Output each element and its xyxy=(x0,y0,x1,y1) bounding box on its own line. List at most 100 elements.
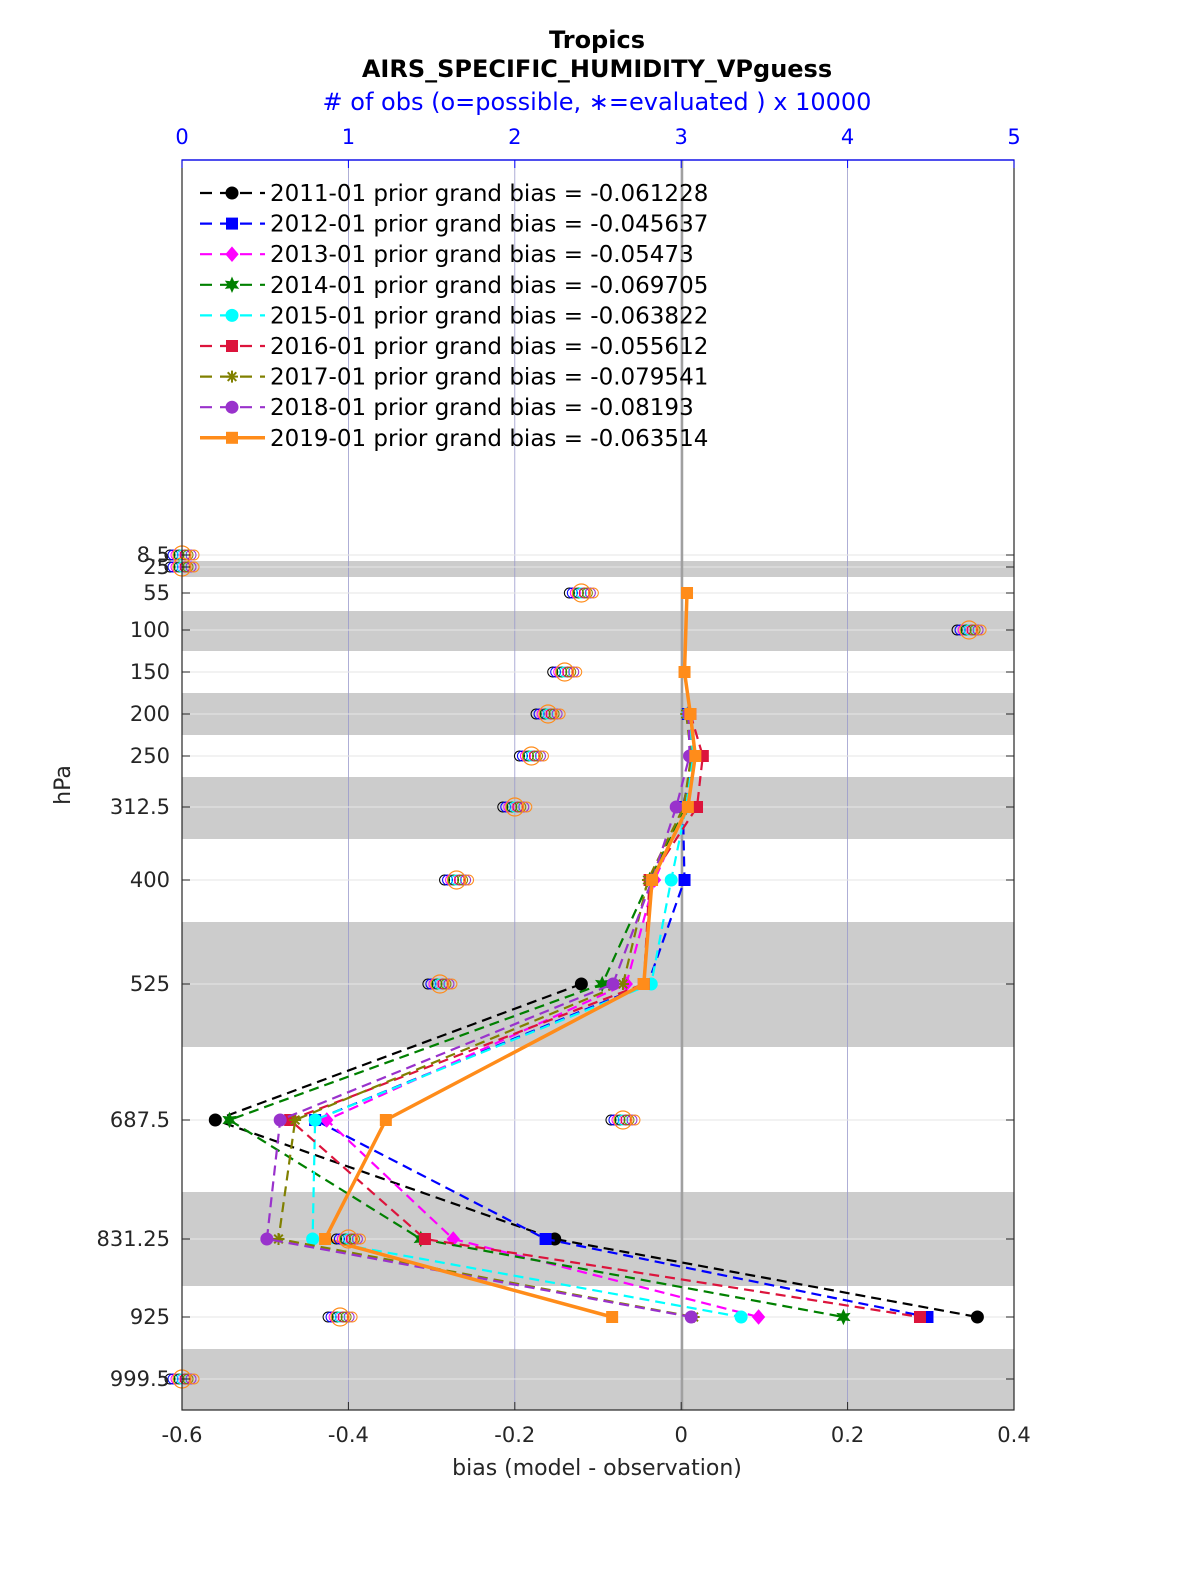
series-point xyxy=(836,1308,851,1326)
legend-marker xyxy=(226,431,238,444)
series-point xyxy=(289,1114,302,1126)
legend-marker xyxy=(226,370,238,383)
series-lines xyxy=(208,587,984,1326)
series-point xyxy=(606,1311,619,1323)
legend-entry: 2018-01 prior grand bias = -0.08193 xyxy=(200,395,694,421)
series-point xyxy=(272,1233,285,1245)
legend-label: 2013-01 prior grand bias = -0.05473 xyxy=(270,242,694,268)
legend-marker xyxy=(226,340,238,352)
series-point xyxy=(306,1232,320,1246)
chart-title: Tropics xyxy=(549,26,645,54)
y-tick-label: 100 xyxy=(130,618,170,642)
series-line xyxy=(277,713,694,1319)
legend-marker xyxy=(225,308,239,322)
legend-marker xyxy=(225,186,239,200)
y-tick-label: 55 xyxy=(143,581,170,605)
obs-count-point xyxy=(330,1229,366,1249)
series-line xyxy=(265,713,692,1319)
obs-count-point xyxy=(951,620,987,640)
legend-entry: 2019-01 prior grand bias = -0.063514 xyxy=(200,426,708,452)
obs-count-point xyxy=(547,662,583,682)
series-point xyxy=(681,801,694,813)
series-line xyxy=(322,592,698,1319)
legend-label: 2011-01 prior grand bias = -0.061228 xyxy=(270,181,708,207)
series-point xyxy=(646,874,659,886)
y-tick-label: 525 xyxy=(130,972,170,996)
y-tick-label: 200 xyxy=(130,702,170,726)
series-point xyxy=(669,800,683,814)
x-tick-label: 0 xyxy=(675,1423,688,1447)
x-tick-label: 0.4 xyxy=(997,1423,1030,1447)
legend-marker xyxy=(226,217,238,230)
legend-label: 2019-01 prior grand bias = -0.063514 xyxy=(270,426,708,452)
series-line xyxy=(212,982,978,1319)
y-axis-label: hPa xyxy=(51,765,76,805)
legend-marker xyxy=(225,246,239,262)
obs-count-point xyxy=(513,746,549,766)
series-point xyxy=(616,978,629,990)
legend-entry: 2017-01 prior grand bias = -0.079541 xyxy=(200,365,708,391)
obs-count-point xyxy=(530,704,566,724)
series-point xyxy=(574,977,588,991)
legend-entry: 2015-01 prior grand bias = -0.063822 xyxy=(200,303,708,329)
series-point xyxy=(260,1232,274,1246)
series-point xyxy=(208,1113,222,1127)
series-point xyxy=(751,1309,766,1325)
top-axis-label: # of obs (o=possible, ∗=evaluated ) x 10… xyxy=(323,88,872,116)
y-tick-label: 400 xyxy=(130,868,170,892)
legend-label: 2014-01 prior grand bias = -0.069705 xyxy=(270,273,708,299)
top-tick-label: 1 xyxy=(342,125,355,149)
top-tick-label: 3 xyxy=(675,125,688,149)
legend-marker xyxy=(225,400,239,414)
legend-label: 2018-01 prior grand bias = -0.08193 xyxy=(270,395,694,421)
series-1 xyxy=(208,977,984,1324)
y-tick-label: 312.5 xyxy=(110,795,170,819)
series-point xyxy=(273,1113,287,1127)
legend-marker xyxy=(224,276,240,294)
series-point xyxy=(678,666,691,678)
obs-count-point xyxy=(439,870,475,890)
x-tick-label: 0.2 xyxy=(831,1423,864,1447)
legend-entry: 2013-01 prior grand bias = -0.05473 xyxy=(200,242,694,268)
series-point xyxy=(684,1310,698,1324)
legend: 2011-01 prior grand bias = -0.061228 2012… xyxy=(200,181,708,452)
series-point xyxy=(606,977,620,991)
series-point xyxy=(308,1113,322,1127)
legend-entry: 2016-01 prior grand bias = -0.055612 xyxy=(200,334,708,360)
top-tick-label: 0 xyxy=(175,125,188,149)
legend-entry: 2012-01 prior grand bias = -0.045637 xyxy=(200,212,708,238)
series-point xyxy=(319,1233,332,1245)
x-tick-label: -0.4 xyxy=(328,1423,369,1447)
obs-count-point xyxy=(422,974,458,994)
legend-label: 2016-01 prior grand bias = -0.055612 xyxy=(270,334,708,360)
y-tick-label: 831.25 xyxy=(97,1227,170,1251)
x-axis-label: bias (model - observation) xyxy=(452,1456,742,1481)
series-point xyxy=(664,873,678,887)
y-tick-label: 250 xyxy=(130,744,170,768)
obs-count-point xyxy=(322,1307,358,1327)
series-9 xyxy=(319,587,702,1323)
series-point xyxy=(418,1233,431,1245)
level-band xyxy=(182,611,1014,651)
y-tick-label: 25 xyxy=(143,555,170,579)
level-band xyxy=(182,777,1014,839)
y-tick-label: 150 xyxy=(130,660,170,684)
series-point xyxy=(970,1310,984,1324)
series-point xyxy=(637,978,650,990)
obs-count-point xyxy=(563,583,599,603)
legend-label: 2017-01 prior grand bias = -0.079541 xyxy=(270,365,708,391)
legend-label: 2015-01 prior grand bias = -0.063822 xyxy=(270,303,708,329)
legend-entry: 2011-01 prior grand bias = -0.061228 xyxy=(200,181,708,207)
series-point xyxy=(379,1114,392,1126)
obs-count-point xyxy=(605,1110,641,1130)
series-point xyxy=(678,874,691,886)
x-tick-label: -0.2 xyxy=(494,1423,535,1447)
obs-count-point xyxy=(497,797,533,817)
x-tick-label: -0.6 xyxy=(162,1423,203,1447)
series-point xyxy=(222,1111,237,1129)
top-tick-label: 5 xyxy=(1007,125,1020,149)
series-point xyxy=(681,587,694,599)
level-band xyxy=(182,561,1014,577)
